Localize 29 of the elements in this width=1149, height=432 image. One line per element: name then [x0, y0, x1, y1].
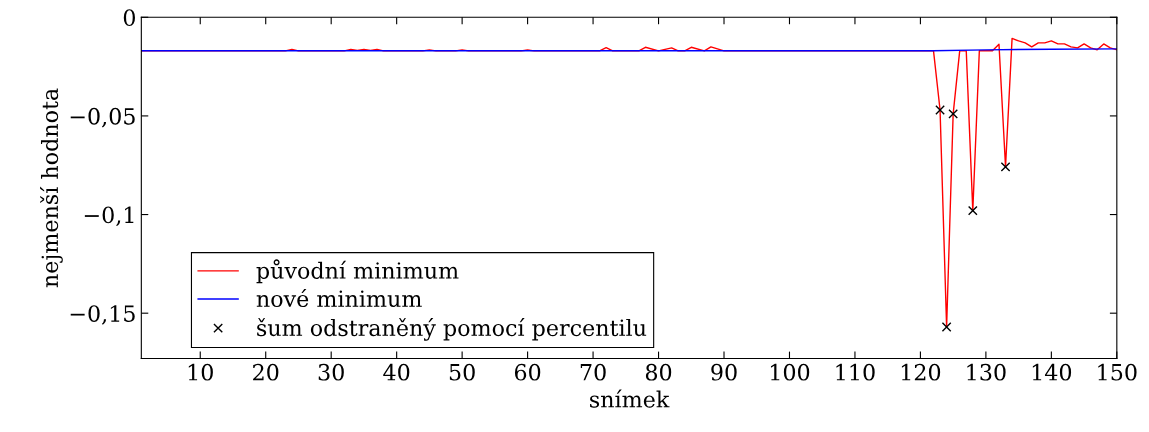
x-axis-title: snímek	[590, 389, 670, 408]
x-tick-label: 80	[645, 363, 672, 381]
y-axis-title: nejmenší hodnota	[40, 88, 63, 288]
x-tick-label: 120	[901, 363, 941, 381]
x-tick-label: 100	[770, 363, 810, 381]
point	[948, 109, 959, 119]
x-tick-label: 30	[318, 363, 344, 381]
x-tick-label: 70	[580, 363, 606, 381]
x-tick-label: 150	[1098, 363, 1137, 381]
x-tick-label: 10	[188, 363, 213, 381]
x-tick-label: 130	[967, 363, 1006, 381]
point	[1000, 161, 1011, 172]
point	[967, 205, 978, 216]
x-tick-label: 50	[449, 363, 475, 381]
x-tick-label: 90	[711, 363, 737, 381]
x-tick-label: 110	[836, 363, 875, 381]
x-tick-label: 140	[1032, 363, 1072, 381]
x-tick-label: 40	[383, 363, 410, 381]
y-tick-label: 0	[123, 9, 135, 27]
legend-label: šum odstraněný pomocí percentilu	[257, 318, 647, 341]
x-tick-label: 60	[514, 363, 541, 381]
y-tick-label: −0,1	[84, 206, 134, 227]
legend-label: původní minimum	[256, 259, 459, 284]
y-tick-label: −0,05	[70, 107, 135, 128]
point	[935, 105, 945, 115]
y-tick-label: −0,15	[70, 305, 135, 325]
x-tick-label: 20	[253, 363, 279, 381]
point	[941, 322, 952, 332]
legend-label: nové minimum	[256, 289, 422, 308]
